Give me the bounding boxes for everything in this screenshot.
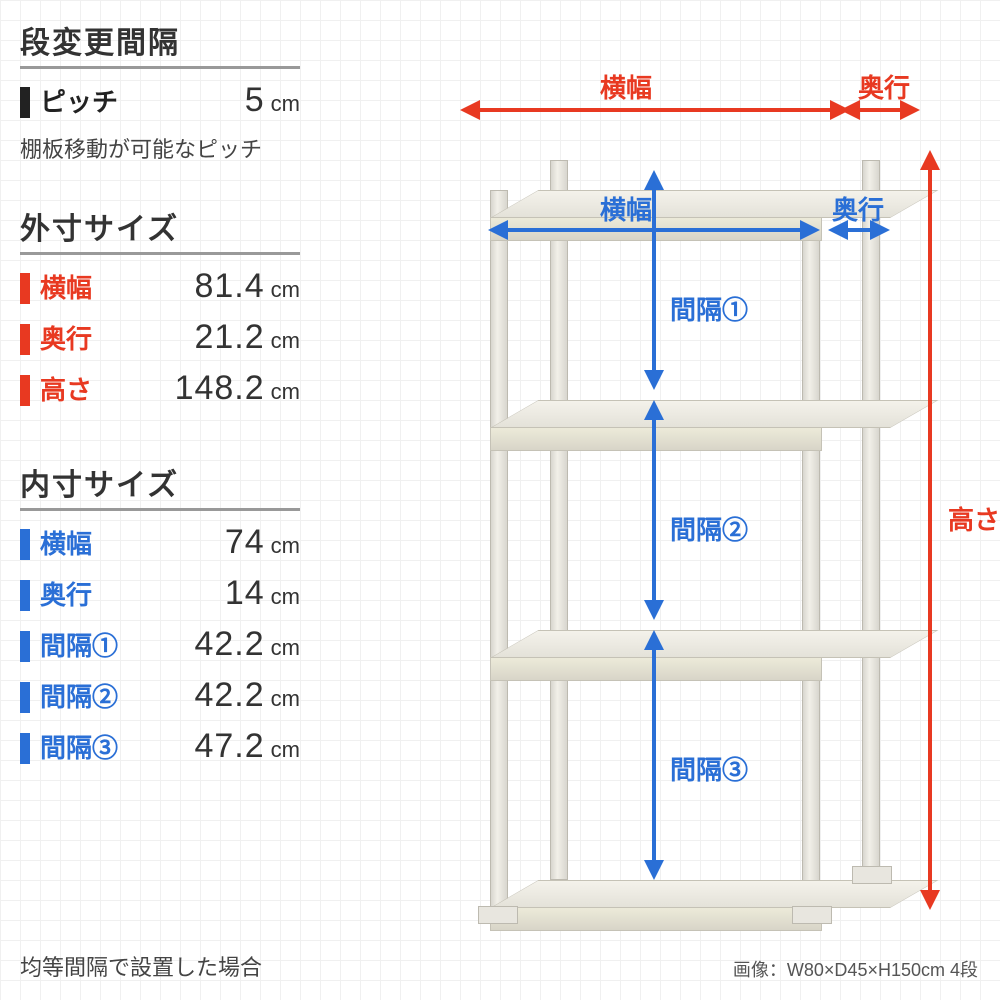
label-inner-width: 横幅	[600, 190, 652, 227]
inner-width-label: 横幅	[20, 529, 94, 560]
pitch-value: 5	[245, 81, 265, 120]
shelf-diagram: 横幅 奥行 高さ 横幅 奥行 間隔① 間隔② 間隔③	[370, 50, 930, 920]
inner-row: 横幅 74 cm	[20, 523, 300, 562]
outer-height-label: 高さ	[20, 375, 94, 406]
inner-gap1-label: 間隔①	[20, 631, 120, 662]
label-gap2: 間隔②	[670, 510, 748, 547]
inner-row: 間隔① 42.2 cm	[20, 625, 300, 664]
section-header-inner: 内寸サイズ	[20, 460, 300, 511]
outer-row: 高さ 148.2 cm	[20, 369, 300, 408]
inner-gap1-value: 42.2	[194, 625, 264, 664]
outer-height-value: 148.2	[175, 369, 265, 408]
bottom-note: 均等間隔で設置した場合	[20, 950, 262, 982]
label-outer-width: 横幅	[600, 68, 652, 105]
pitch-unit: cm	[271, 91, 300, 117]
section-header-pitch: 段変更間隔	[20, 18, 300, 69]
inner-gap3-value: 47.2	[194, 727, 264, 766]
inner-gap3-label: 間隔③	[20, 733, 120, 764]
outer-depth-label: 奥行	[20, 324, 94, 355]
inner-gap2-value: 42.2	[194, 676, 264, 715]
outer-row: 奥行 21.2 cm	[20, 318, 300, 357]
diagram-panel: 横幅 奥行 高さ 横幅 奥行 間隔① 間隔② 間隔③ 画像：W80×D45×H1…	[310, 0, 1000, 1000]
outer-row: 横幅 81.4 cm	[20, 267, 300, 306]
pitch-row: ピッチ 5 cm	[20, 81, 300, 120]
label-inner-depth: 奥行	[832, 190, 884, 227]
label-gap3: 間隔③	[670, 750, 748, 787]
inner-row: 間隔③ 47.2 cm	[20, 727, 300, 766]
label-outer-depth: 奥行	[858, 68, 910, 105]
inner-width-value: 74	[225, 523, 265, 562]
pitch-label: ピッチ	[20, 87, 120, 118]
dimension-arrows	[370, 50, 990, 950]
pitch-note: 棚板移動が可能なピッチ	[20, 132, 300, 164]
inner-row: 間隔② 42.2 cm	[20, 676, 300, 715]
inner-depth-value: 14	[225, 574, 265, 613]
spec-panel: 段変更間隔 ピッチ 5 cm 棚板移動が可能なピッチ 外寸サイズ 横幅 81.4…	[0, 0, 310, 1000]
outer-width-label: 横幅	[20, 273, 94, 304]
inner-row: 奥行 14 cm	[20, 574, 300, 613]
image-caption: 画像：W80×D45×H150cm 4段	[733, 956, 978, 982]
inner-depth-label: 奥行	[20, 580, 94, 611]
label-outer-height: 高さ	[948, 500, 1000, 537]
inner-gap2-label: 間隔②	[20, 682, 120, 713]
label-gap1: 間隔①	[670, 290, 748, 327]
outer-depth-value: 21.2	[194, 318, 264, 357]
section-header-outer: 外寸サイズ	[20, 204, 300, 255]
outer-width-value: 81.4	[194, 267, 264, 306]
